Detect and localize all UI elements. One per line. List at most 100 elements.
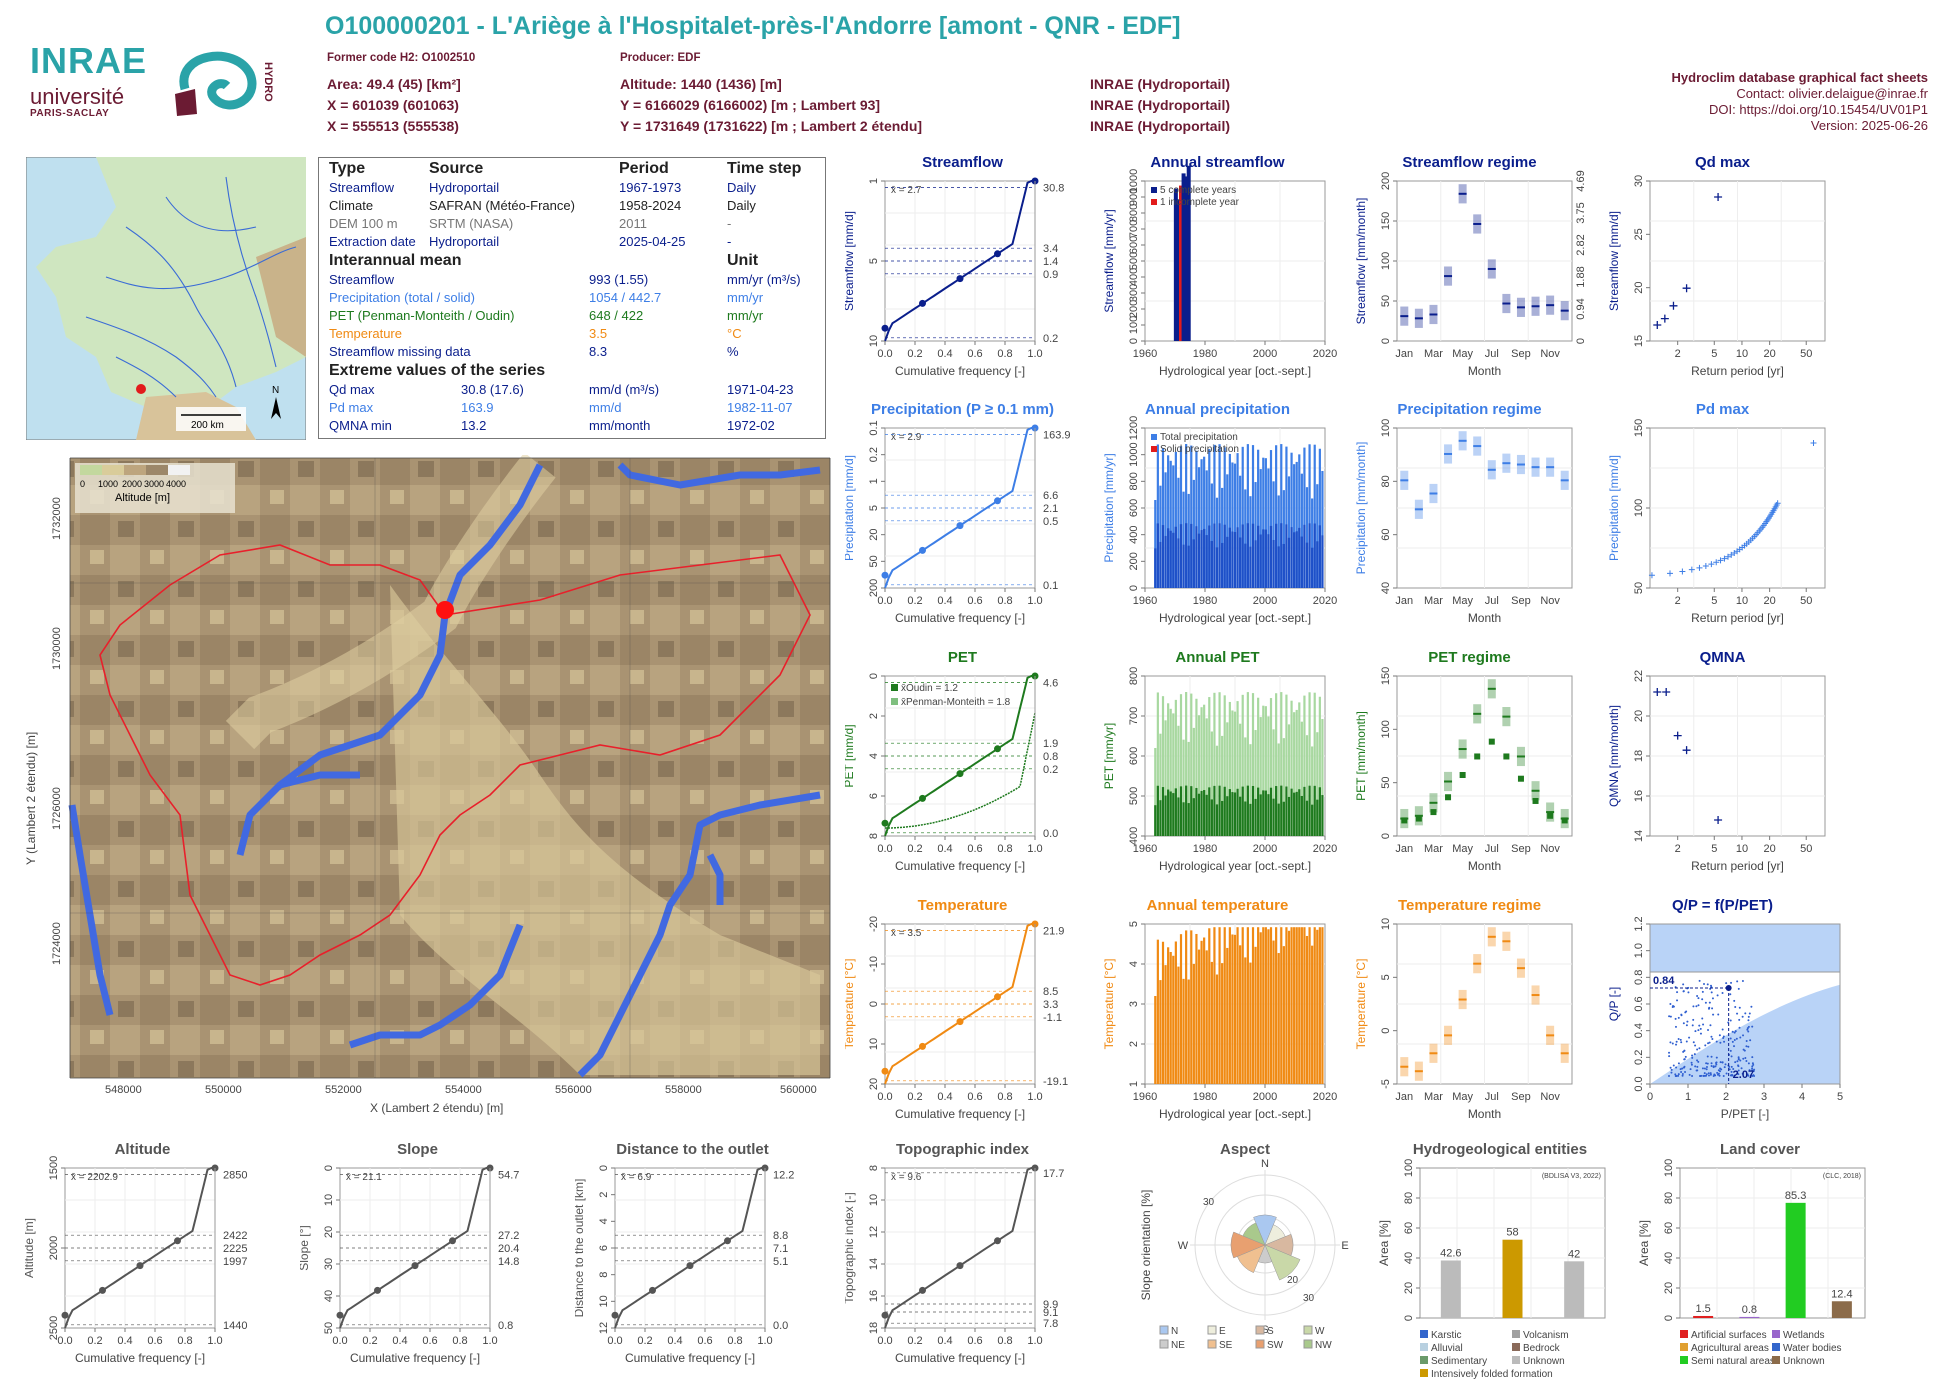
annual-bar xyxy=(1192,479,1195,588)
period-dem: 2011 xyxy=(619,216,647,231)
quantile-value-label: 54.7 xyxy=(498,1169,519,1181)
budyko-point xyxy=(1679,1068,1682,1071)
budyko-point xyxy=(1694,1030,1697,1033)
annual-bar xyxy=(1192,963,1195,1084)
return-period-point xyxy=(1724,553,1731,560)
budyko-point xyxy=(1711,1038,1714,1041)
annual-bar xyxy=(1272,940,1275,1084)
budyko-point xyxy=(1684,1071,1687,1074)
x-tick-label: 2000 xyxy=(1253,595,1277,607)
annual-bar xyxy=(1231,934,1234,1084)
regime-median-oudin xyxy=(1474,753,1481,760)
annual-bar-pm xyxy=(1313,692,1316,836)
sheet-title: Hydroclim database graphical fact sheets xyxy=(1671,70,1928,85)
x-tick-label: 0.8 xyxy=(997,348,1012,360)
annual-bar xyxy=(1308,927,1311,1084)
solid-precip-bar xyxy=(1208,525,1211,588)
annual-bar-oudin xyxy=(1269,787,1273,836)
y-tick-label: 16 xyxy=(868,1290,880,1302)
aspect-legend-label: SW xyxy=(1267,1340,1284,1351)
budyko-point xyxy=(1683,1049,1686,1052)
quantile-value-label: 2850 xyxy=(223,1169,247,1181)
paris-saclay-logo: PARIS-SACLAY xyxy=(30,108,110,119)
budyko-point xyxy=(1747,1019,1750,1022)
y-tick-label: 80 xyxy=(1380,475,1392,487)
doi-link[interactable]: DOI: https://doi.org/10.15454/UV01P1 xyxy=(1709,102,1928,117)
budyko-point xyxy=(1710,1062,1713,1065)
x-tick-label: 20 xyxy=(1764,595,1776,607)
x-tick-label: 1960 xyxy=(1133,1091,1157,1103)
x-tick-label: 0.4 xyxy=(937,843,952,855)
budyko-point xyxy=(1685,1040,1688,1043)
solid-precip-bar xyxy=(1182,544,1185,588)
x-tick-label: 4 xyxy=(1799,1091,1805,1103)
x-tick-label: 0.6 xyxy=(967,1091,982,1103)
quantile-value-label: 0.2 xyxy=(1043,333,1058,345)
budyko-point xyxy=(1692,1018,1695,1021)
y-tick-label: 14 xyxy=(1633,830,1645,842)
annual-bar-oudin xyxy=(1221,800,1224,836)
budyko-point xyxy=(1690,1061,1693,1064)
y-tick-label: 0 xyxy=(598,1165,610,1171)
mean-label: x̄ = 3.5 xyxy=(891,928,922,939)
budyko-point xyxy=(1744,1056,1747,1059)
annual-bar xyxy=(1156,939,1159,1084)
annual-bar-pm xyxy=(1203,704,1206,836)
annual-bar xyxy=(1316,484,1319,588)
solid-precip-bar xyxy=(1272,540,1275,588)
annual-bar-pm xyxy=(1172,713,1175,836)
x-tick-label: 0.0 xyxy=(877,1091,892,1103)
aspect-legend-label: NW xyxy=(1315,1340,1332,1351)
budyko-point xyxy=(1715,1063,1718,1066)
hydrogeology-note: (BDLISA V3, 2022) xyxy=(1542,1173,1601,1180)
annual_streamflow-ylabel: Streamflow [mm/yr] xyxy=(1102,209,1116,312)
budyko-point xyxy=(1707,1072,1710,1075)
y-coord-l93: Y = 6166029 (6166002) [m ; Lambert 93] xyxy=(620,97,881,113)
x-tick-label: 1.0 xyxy=(1027,348,1042,360)
budyko-point xyxy=(1672,1064,1675,1067)
regime-median-oudin xyxy=(1401,817,1408,824)
hydrogeology-legend-swatch xyxy=(1512,1356,1520,1364)
x-tick-label: 0.8 xyxy=(997,1335,1012,1347)
y-tick-label: 30 xyxy=(323,1258,335,1270)
y-tick-label: 22 xyxy=(1633,670,1645,682)
hydrogeology-legend-label: Alluvial xyxy=(1431,1343,1463,1354)
y-tick-label: 30 xyxy=(1633,175,1645,187)
extreme-qd-value: 30.8 (17.6) xyxy=(461,382,524,397)
budyko-point xyxy=(1686,1020,1689,1023)
budyko-point xyxy=(1676,991,1679,994)
budyko-point xyxy=(1752,1069,1755,1072)
y-tick-label: 12 xyxy=(598,1322,610,1334)
hydrogeology-legend-swatch xyxy=(1420,1343,1428,1351)
annual-bar xyxy=(1169,952,1172,1084)
quantile-value-label: 0.8 xyxy=(1043,751,1058,763)
quantile-value-label: 9.9 xyxy=(1043,1299,1058,1311)
land_cover-bar xyxy=(1693,1315,1714,1318)
annual_temperature-xlabel: Hydrological year [oct.-sept.] xyxy=(1159,1107,1311,1121)
extreme-pd-unit: mm/d xyxy=(589,400,622,415)
y-tick-label: 100 xyxy=(1128,316,1140,334)
contact-link[interactable]: Contact: olivier.delaigue@inrae.fr xyxy=(1736,86,1928,101)
budyko-point xyxy=(1725,982,1728,985)
annual-bar-oudin xyxy=(1300,795,1303,836)
source-dem: SRTM (NASA) xyxy=(429,216,514,231)
x-tick-label: Jan xyxy=(1395,348,1413,360)
altitude: Altitude: 1440 (1436) [m] xyxy=(620,76,782,92)
y-tick-label: 18 xyxy=(1633,750,1645,762)
mean-precip-unit: mm/yr xyxy=(727,290,764,305)
x-tick-label: 1980 xyxy=(1193,348,1217,360)
x-tick-label: 10 xyxy=(1736,348,1748,360)
x-tick-label: 0.2 xyxy=(637,1335,652,1347)
x-tick-label: 3 xyxy=(1761,1091,1767,1103)
y-tick-label: 10 xyxy=(868,335,880,347)
y-tick-label: 80 xyxy=(1663,1192,1675,1204)
legend-swatch xyxy=(1151,199,1157,205)
annual-bar xyxy=(1244,489,1247,588)
budyko-point xyxy=(1737,1064,1740,1067)
budyko-point xyxy=(1705,1068,1708,1071)
legend-tick-3: 3000 xyxy=(144,479,164,489)
budyko-point xyxy=(1732,1068,1735,1071)
land_cover-legend-label: Water bodies xyxy=(1783,1343,1842,1354)
